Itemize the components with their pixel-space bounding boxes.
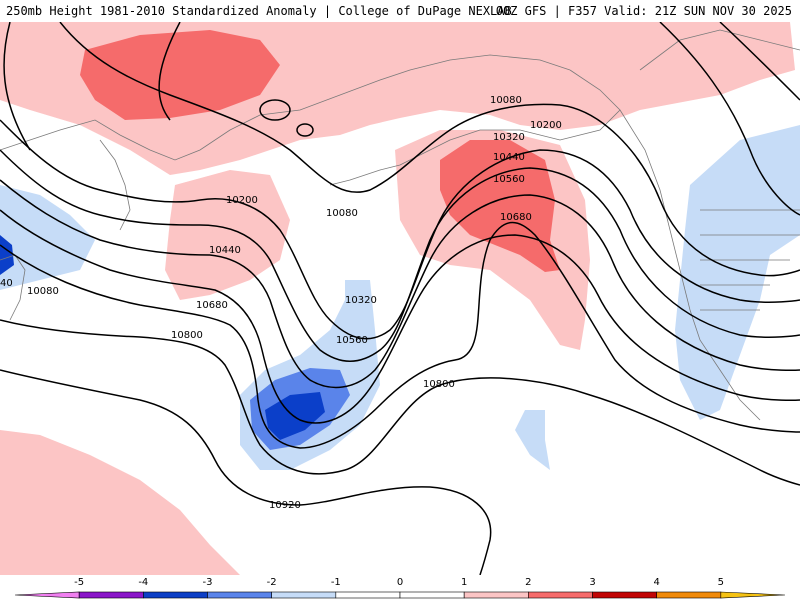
contour-east-arc [659,22,800,216]
anomaly-pos-westpac [165,170,290,300]
color-scale-tick-label: 5 [718,577,724,588]
color-scale-ticks: -5 -4 -3 -2 -1 0 1 2 3 4 5 [74,577,724,588]
contour-label: 10080 [326,208,358,219]
contour-10680 [0,221,800,449]
color-scale-tick-label: 3 [589,577,595,588]
contour-label: 10800 [171,330,203,341]
color-scale-segment [335,591,401,599]
anomaly-map: 10080 10200 10320 10440 10560 10680 1020… [0,22,800,575]
contour-labels: 10080 10200 10320 10440 10560 10680 1020… [0,95,562,511]
height-contours [0,22,800,575]
anomaly-pos-southwest [0,430,240,575]
color-scale-tick-label: 0 [397,577,403,588]
contour-label: 10320 [493,132,525,143]
anomaly-pos-strong-north [80,30,280,120]
color-scale-segment [207,591,272,599]
contour-label: 10200 [530,120,562,131]
color-scale-tick-label: 2 [525,577,531,588]
color-scale-tick-label: -2 [267,577,277,588]
contour-label: 40 [0,278,13,289]
contour-north-loop [3,22,181,151]
anomaly-neg-east [675,125,800,420]
contour-label: 10200 [226,195,258,206]
anomaly-neg-west-strong [0,235,14,275]
anomaly-neg-south-strong [265,392,325,440]
coastline-west-na [619,109,761,421]
run-info: 00Z GFS | F357 Valid: 21Z SUN NOV 30 202… [495,4,792,18]
coastlines [0,29,800,421]
coastline-canada [639,29,800,71]
contour-label: 10320 [345,295,377,306]
negative-anomaly-shading [0,125,800,470]
anomaly-neg-west [0,185,95,290]
contour-label: 10440 [209,245,241,256]
contour-10800 [0,319,800,486]
anomaly-pos-strong-gulf [440,140,560,272]
contour-label: 10920 [269,500,301,511]
contour-label: 10080 [490,95,522,106]
color-scale-segments [14,591,786,599]
color-scale-segment [463,591,529,599]
contour-label: 10080 [27,286,59,297]
color-scale-tick-label: -5 [74,577,84,588]
color-scale-tick-label: 1 [461,577,467,588]
coastline-japan [0,254,26,321]
color-scale-segment [399,591,465,599]
contour-label: 10560 [493,174,525,185]
color-scale-tick-label: 4 [653,577,659,588]
color-scale-segment [656,591,722,599]
contour-10320 [0,149,800,362]
color-scale-segment [592,591,657,599]
contour-closed-low [259,99,291,121]
map-header: 250mb Height 1981-2010 Standardized Anom… [0,0,800,22]
contour-label: 10680 [196,300,228,311]
contour-10560 [0,209,800,424]
color-scale-segment [720,591,786,599]
color-scale-bar: -5 -4 -3 -2 -1 0 1 2 3 4 5 [0,575,800,600]
color-scale-tick-label: -1 [331,577,341,588]
contour-10920 [0,369,492,575]
coastline-kamchatka [99,139,131,231]
anomaly-neg-hawaii [515,410,550,470]
state-borders [700,209,800,311]
color-scale-segment [271,591,337,599]
color-scale-segment [78,591,144,599]
color-scale-segment [528,591,593,599]
contour-10080 [59,22,800,277]
color-scale-segment [143,591,208,599]
contour-label: 10560 [336,335,368,346]
positive-anomaly-shading [0,22,795,575]
contour-closed-small [296,123,314,137]
color-scale-tick-label: -3 [203,577,213,588]
coastline-siberia [0,54,571,161]
contour-10440 [0,179,800,389]
contour-label: 10680 [500,212,532,223]
contour-10200 [0,119,800,340]
color-scale-tick-label: -4 [138,577,148,588]
map-title: 250mb Height 1981-2010 Standardized Anom… [6,4,512,18]
contour-label: 10440 [493,152,525,163]
contour-label: 10800 [423,379,455,390]
